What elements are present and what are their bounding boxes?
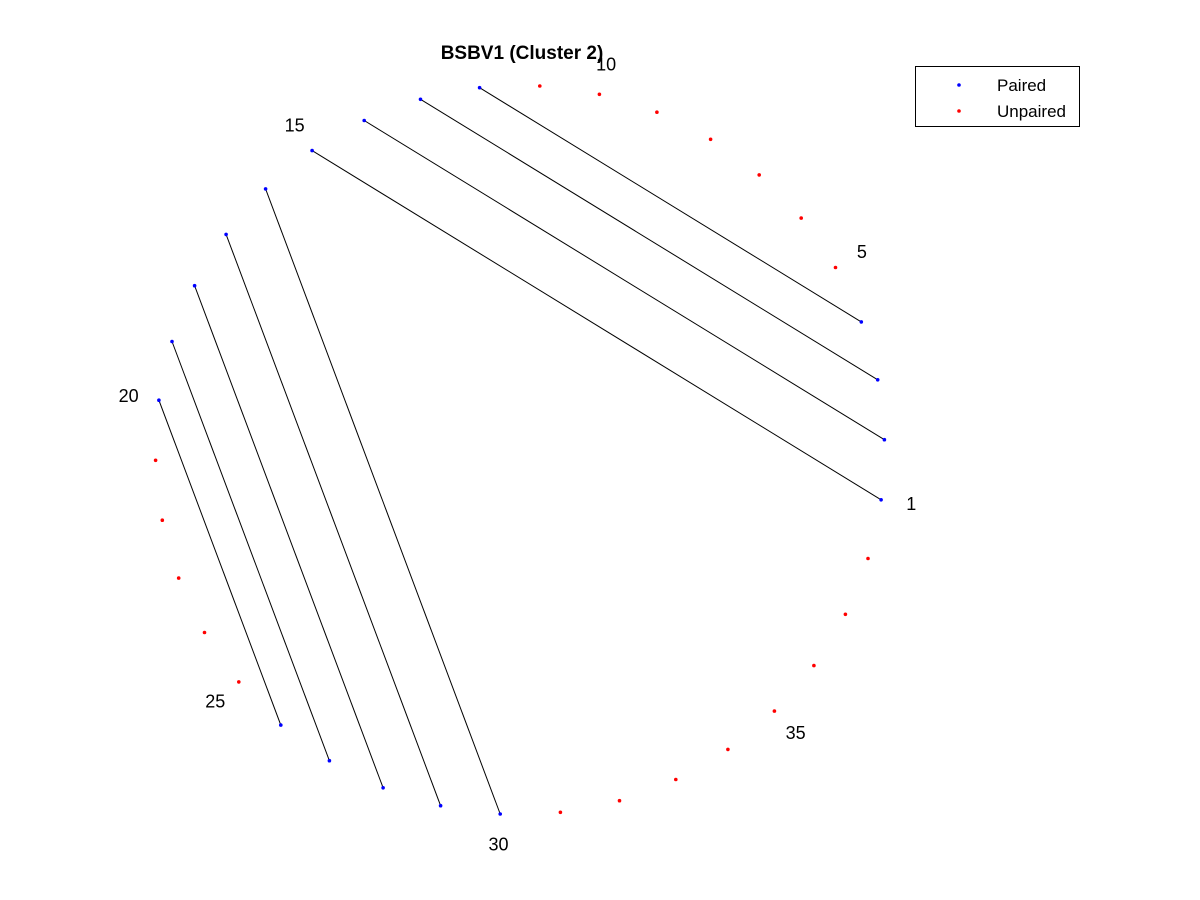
unpaired-node-9: [655, 110, 659, 114]
paired-node-14: [362, 118, 367, 123]
unpaired-node-33: [674, 777, 678, 782]
paired-node-30: [498, 812, 503, 816]
pair-link-2-14: [363, 120, 885, 441]
pair-link-4-12: [479, 87, 862, 323]
paired-node-16: [263, 187, 268, 191]
pair-link-19-27: [171, 341, 330, 761]
paired-node-29: [438, 803, 443, 808]
paired-node-4: [859, 320, 864, 324]
chart-title: BSBV1 (Cluster 2): [441, 43, 604, 64]
unpaired-node-7: [757, 173, 761, 177]
unpaired-node-6: [799, 216, 803, 220]
paired-node-2: [882, 437, 887, 442]
node-label-25: 25: [205, 691, 225, 711]
unpaired-node-24: [202, 630, 207, 635]
unpaired-node-5: [833, 265, 838, 270]
node-label-5: 5: [857, 242, 867, 262]
node-label-15: 15: [285, 116, 305, 136]
unpaired-node-36: [812, 663, 816, 668]
pair-link-17-29: [225, 234, 442, 806]
unpaired-node-37: [843, 612, 848, 617]
unpaired-node-38: [866, 556, 870, 561]
unpaired-node-21: [153, 458, 158, 463]
legend-box: [915, 66, 1080, 127]
pair-link-3-13: [420, 98, 878, 381]
legend-paired-marker: [957, 83, 961, 87]
node-label-1: 1: [906, 494, 916, 514]
unpaired-node-25: [237, 680, 241, 684]
unpaired-node-31: [558, 810, 563, 815]
paired-node-13: [418, 97, 423, 102]
paired-node-20: [157, 398, 161, 403]
nodes: [153, 84, 887, 816]
legend-unpaired-label: Unpaired: [997, 102, 1066, 121]
pair-links: [158, 87, 885, 815]
node-label-35: 35: [786, 723, 806, 743]
paired-node-1: [879, 498, 883, 502]
pair-link-1-15: [311, 150, 882, 501]
paired-node-18: [192, 283, 197, 288]
pair-link-20-26: [158, 400, 282, 726]
pair-link-18-28: [194, 285, 384, 788]
legend: Paired Unpaired: [915, 66, 1080, 127]
paired-node-15: [310, 148, 314, 153]
unpaired-node-23: [176, 576, 181, 580]
paired-node-28: [381, 786, 385, 790]
unpaired-node-35: [772, 709, 777, 713]
legend-unpaired-marker: [957, 109, 961, 113]
unpaired-node-32: [617, 798, 622, 803]
node-label-30: 30: [488, 834, 508, 854]
unpaired-node-34: [726, 747, 730, 752]
pair-link-16-30: [265, 188, 501, 815]
paired-node-3: [875, 378, 880, 382]
unpaired-node-10: [597, 92, 602, 97]
node-label-10: 10: [596, 55, 616, 75]
paired-node-17: [224, 232, 228, 237]
node-label-20: 20: [119, 386, 139, 406]
unpaired-node-22: [160, 518, 165, 522]
paired-node-12: [477, 85, 482, 90]
legend-paired-label: Paired: [997, 76, 1046, 95]
paired-node-19: [170, 339, 174, 344]
paired-node-27: [327, 758, 332, 763]
paired-node-26: [279, 723, 283, 727]
unpaired-node-8: [708, 137, 713, 142]
unpaired-node-11: [538, 84, 542, 88]
